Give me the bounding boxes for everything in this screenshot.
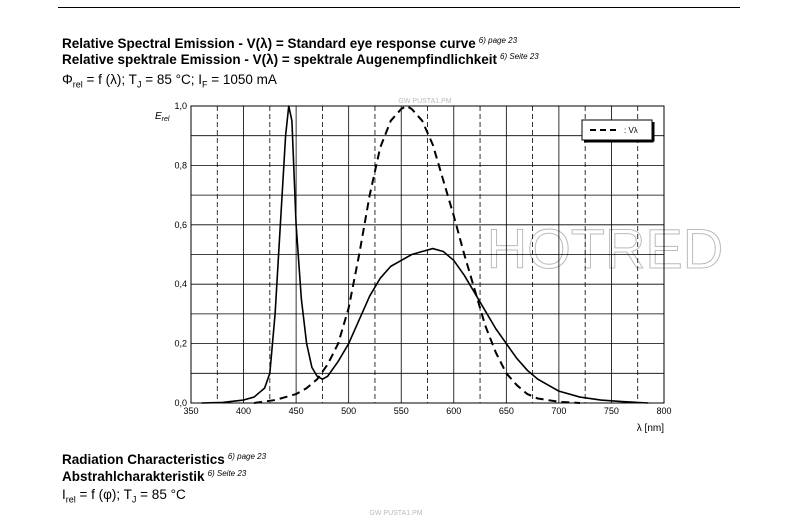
section-subtitle-note: 6) Seite 23 (207, 469, 247, 478)
section-title-text: Radiation Characteristics (62, 452, 225, 467)
watermark: HOTRED (487, 217, 723, 280)
x-tick-label: 550 (394, 406, 409, 416)
x-tick-label: 350 (183, 406, 198, 416)
y-tick-label: 0,4 (174, 279, 187, 289)
top-rule (58, 7, 740, 8)
series-line (253, 105, 580, 404)
watermark: GW PUSTA1.PM (369, 510, 422, 517)
watermark: GW PUSTA1.PM (398, 98, 451, 105)
y-tick-label: 0,8 (174, 160, 187, 170)
formula-text: = 85 °C; I (141, 72, 202, 87)
x-axis-label: λ [nm] (637, 423, 664, 434)
formula-text: = 1050 mA (207, 72, 277, 87)
y-axis-label: Erel (155, 111, 170, 123)
subscript: rel (162, 116, 170, 123)
title-note: 6) page 23 (478, 36, 518, 45)
x-tick-label: 800 (656, 406, 671, 416)
legend-label: : Vλ (624, 126, 638, 135)
subscript: J (131, 494, 137, 505)
x-tick-label: 700 (551, 406, 566, 416)
header-formula: Φrel = f (λ); TJ = 85 °C; IF = 1050 mA (62, 72, 277, 90)
subscript: F (202, 79, 208, 90)
plot-frame (190, 105, 665, 404)
section-subtitle-text: Abstrahlcharakteristik (62, 469, 205, 484)
header-title: Relative Spectral Emission - V(λ) = Stan… (62, 36, 517, 51)
subscript: rel (72, 79, 83, 90)
formula-text: Φ (62, 72, 73, 87)
section-title: Radiation Characteristics 6) page 23 (62, 452, 266, 467)
x-tick-label: 650 (499, 406, 514, 416)
title-text: Relative Spectral Emission - V(λ) = Stan… (62, 36, 476, 51)
section-subtitle: Abstrahlcharakteristik 6) Seite 23 (62, 469, 246, 484)
subtitle-text: Relative spektrale Emission - V(λ) = spe… (62, 52, 498, 67)
x-tick-label: 400 (236, 406, 251, 416)
subscript: J (136, 79, 142, 90)
formula-text: I (62, 487, 66, 502)
x-tick-label: 600 (446, 406, 461, 416)
section-title-note: 6) page 23 (227, 452, 267, 461)
section-formula: Irel = f (φ); TJ = 85 °C (62, 487, 186, 505)
subtitle-note: 6) Seite 23 (500, 52, 539, 61)
y-tick-label: 0,6 (174, 220, 187, 230)
formula-text: = 85 °C (136, 487, 186, 502)
header-subtitle: Relative spektrale Emission - V(λ) = spe… (62, 52, 539, 67)
x-tick-label: 450 (289, 406, 304, 416)
y-tick-label: 0,0 (174, 398, 187, 408)
x-tick-label: 750 (604, 406, 619, 416)
formula-text: = f (λ); T (82, 72, 137, 87)
legend-box (581, 119, 653, 141)
series-line (201, 105, 649, 404)
subscript: rel (65, 494, 76, 505)
formula-text: = f (φ); T (75, 487, 132, 502)
y-tick-label: 1,0 (174, 101, 187, 111)
x-tick-label: 500 (341, 406, 356, 416)
y-tick-label: 0,2 (174, 339, 187, 349)
y-axis-label-text: E (155, 111, 162, 122)
